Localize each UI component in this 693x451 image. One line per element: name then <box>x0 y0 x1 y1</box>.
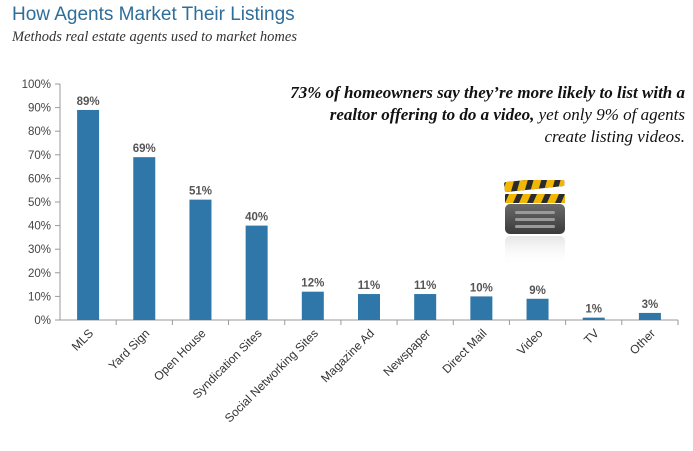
y-tick-label: 40% <box>28 221 51 233</box>
bar <box>582 317 605 320</box>
data-label: 3% <box>642 299 659 311</box>
callout-text: 73% of homeowners say they’re more likel… <box>285 82 685 148</box>
x-tick-label: Other <box>627 326 658 357</box>
clapperboard-icon <box>503 180 565 266</box>
x-tick-label: Yard Sign <box>106 326 153 373</box>
y-tick-label: 60% <box>28 173 51 185</box>
bar <box>189 199 212 320</box>
data-label: 9% <box>529 285 546 297</box>
callout-bold: 73% of homeowners say they’re more likel… <box>290 83 685 124</box>
y-tick-label: 10% <box>28 291 51 303</box>
data-label: 11% <box>414 280 436 292</box>
bar <box>358 294 380 320</box>
x-tick-label: Magazine Ad <box>318 326 377 385</box>
bar <box>77 109 100 321</box>
bar <box>301 291 324 320</box>
y-tick-label: 50% <box>28 197 51 209</box>
y-tick-label: 70% <box>28 150 51 162</box>
x-tick-label: Social Networking Sites <box>222 326 321 425</box>
data-label: 51% <box>189 186 212 198</box>
y-tick-label: 90% <box>28 103 51 115</box>
x-tick-label: Open House <box>151 326 209 384</box>
bar <box>245 225 268 320</box>
callout-regular: yet only 9% of agents create listing vid… <box>534 105 685 146</box>
bar <box>414 294 437 320</box>
data-label: 40% <box>245 212 268 224</box>
x-tick-label: TV <box>581 326 602 347</box>
chart-title: How Agents Market Their Listings <box>12 4 295 25</box>
data-label: 89% <box>77 96 100 108</box>
y-tick-label: 20% <box>28 268 51 280</box>
y-tick-label: 30% <box>28 244 51 256</box>
x-tick-label: Newspaper <box>380 326 433 379</box>
bar <box>470 296 493 320</box>
y-tick-label: 0% <box>34 315 51 327</box>
bar <box>526 298 549 320</box>
data-label: 11% <box>358 280 380 292</box>
data-label: 69% <box>133 143 156 155</box>
data-label: 10% <box>470 282 493 294</box>
y-tick-label: 80% <box>28 126 51 138</box>
data-label: 1% <box>585 304 602 316</box>
x-tick-label: MLS <box>69 326 96 353</box>
chart-subtitle: Methods real estate agents used to marke… <box>12 29 297 45</box>
x-tick-label: Direct Mail <box>440 326 490 376</box>
data-label: 12% <box>301 278 324 290</box>
x-tick-label: Video <box>514 326 546 358</box>
y-tick-label: 100% <box>22 79 51 91</box>
bar <box>133 157 156 320</box>
bar <box>638 312 661 320</box>
